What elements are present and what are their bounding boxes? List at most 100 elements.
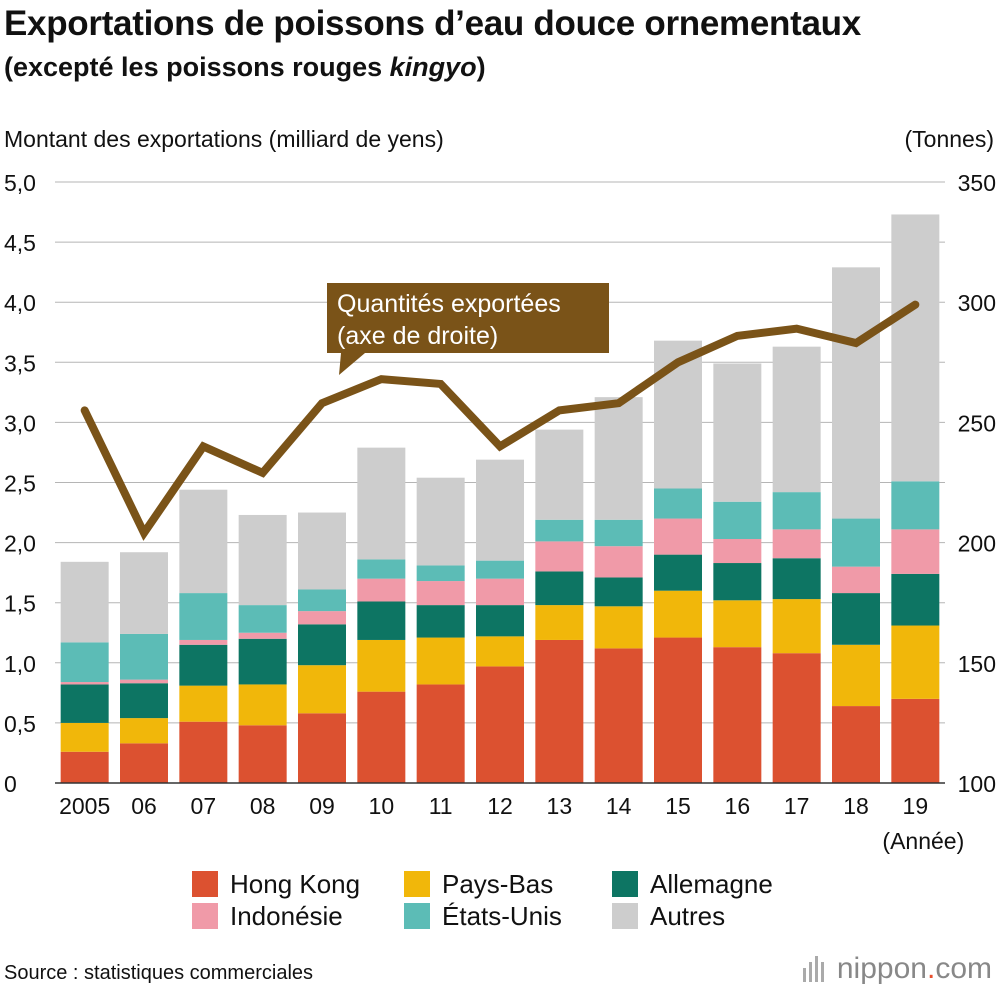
bar-segment-pays-bas xyxy=(120,718,168,744)
y-right-tick-label: 300 xyxy=(958,290,996,316)
legend-swatch-autres xyxy=(612,903,638,929)
bar-segment-hong-kong xyxy=(357,691,406,783)
x-tick-label: 08 xyxy=(250,793,276,819)
bar-segment-indon-sie xyxy=(298,611,346,625)
bar-segment-indon-sie xyxy=(832,566,880,594)
legend-label-pays-bas: Pays-Bas xyxy=(442,868,554,899)
y-left-tick-label: 3,0 xyxy=(4,410,36,436)
legend-item-indonesie: Indonésie xyxy=(192,900,343,932)
x-tick-label: 16 xyxy=(725,793,751,819)
bar-segment-pays-bas xyxy=(594,606,643,649)
bar-segment--tats-unis xyxy=(535,519,584,542)
bar-segment-autres xyxy=(357,447,406,560)
y-right-tick-label: 200 xyxy=(958,531,996,557)
bar-segment-indon-sie xyxy=(60,682,109,685)
legend-swatch-hong-kong xyxy=(192,871,218,897)
bar-segment-hong-kong xyxy=(238,725,287,783)
bar-segment--tats-unis xyxy=(891,481,940,530)
bar-segment-autres xyxy=(594,397,643,520)
y-left-tick-label: 2,5 xyxy=(4,471,36,497)
bar-segment-autres xyxy=(238,514,287,606)
bar-segment-allemagne xyxy=(60,684,109,723)
bar-segment-pays-bas xyxy=(535,605,584,640)
bar-segment-hong-kong xyxy=(476,666,524,783)
bar-segment-indon-sie xyxy=(535,541,584,572)
y-left-tick-label: 5,0 xyxy=(4,170,36,196)
bar-segment-allemagne xyxy=(476,605,524,637)
bar-segment-pays-bas xyxy=(832,644,880,707)
legend-label-hong-kong: Hong Kong xyxy=(230,868,361,899)
legend-swatch-indonesie xyxy=(192,903,218,929)
x-tick-label: 10 xyxy=(369,793,395,819)
bar-segment-hong-kong xyxy=(535,639,584,783)
legend-label-indonesie: Indonésie xyxy=(230,900,343,931)
legend-swatch-etats-unis xyxy=(404,903,430,929)
bar-segment-autres xyxy=(298,512,346,590)
bar-segment-indon-sie xyxy=(120,679,168,684)
bar-segment-indon-sie xyxy=(713,538,762,564)
bar-segment--tats-unis xyxy=(238,605,287,633)
bar-segment-pays-bas xyxy=(179,685,228,722)
bar-segment-hong-kong xyxy=(654,637,702,783)
bar-segment--tats-unis xyxy=(357,559,406,579)
bar-segment-autres xyxy=(179,489,228,594)
x-tick-label: 07 xyxy=(191,793,217,819)
brand-bars-icon xyxy=(802,956,827,982)
bar-segment--tats-unis xyxy=(120,633,168,680)
bar-segment-autres xyxy=(535,429,584,520)
subtitle-end: ) xyxy=(476,52,486,82)
annotation-text: (axe de droite) xyxy=(337,322,498,350)
bar-segment--tats-unis xyxy=(298,589,346,612)
bar-segment-hong-kong xyxy=(416,684,465,783)
bar-segment-allemagne xyxy=(713,563,762,601)
bar-segment-hong-kong xyxy=(60,751,109,783)
bar-segment-autres xyxy=(832,267,880,519)
brand-dot: . xyxy=(926,952,936,985)
bar-segment-autres xyxy=(891,214,940,482)
y-left-tick-label: 3,5 xyxy=(4,350,36,376)
y-left-tick-label: 4,0 xyxy=(4,290,36,316)
bar-segment-pays-bas xyxy=(298,665,346,714)
bar-segment-indon-sie xyxy=(654,518,702,555)
bar-segment-autres xyxy=(476,459,524,561)
bar-segment-hong-kong xyxy=(713,647,762,783)
bar-segment-autres xyxy=(713,363,762,502)
y-left-tick-label: 0 xyxy=(4,771,17,797)
x-tick-label: 11 xyxy=(429,793,453,819)
y-axis-left-label: Montant des exportations (milliard de ye… xyxy=(4,126,444,152)
bar-segment-pays-bas xyxy=(60,722,109,752)
bar-segment-indon-sie xyxy=(357,578,406,602)
y-right-tick-label: 100 xyxy=(958,771,996,797)
bar-segment--tats-unis xyxy=(654,488,702,519)
annotation-text: Quantités exportées xyxy=(337,290,561,318)
stacked-bar-line-chart: 0 0,5 1,0 1,5 2,0 2,5 3,0 3,5 4,0 4,5 5,0 100 150 200… xyxy=(4,170,996,854)
bar-segment-pays-bas xyxy=(713,600,762,648)
chart-subtitle: (excepté les poissons rouges kingyo) xyxy=(4,52,486,83)
legend-item-autres: Autres xyxy=(612,900,725,932)
bar-segment-allemagne xyxy=(298,624,346,666)
brand-name: nippon xyxy=(836,952,927,985)
x-tick-label: 09 xyxy=(309,793,335,819)
bar-segment-allemagne xyxy=(179,644,228,686)
bar-segment-allemagne xyxy=(120,683,168,719)
bar-segment-hong-kong xyxy=(179,721,228,783)
x-tick-label: 19 xyxy=(903,793,929,819)
chart-title: Exportations de poissons d’eau douce orn… xyxy=(4,4,861,43)
legend-label-autres: Autres xyxy=(650,900,726,931)
bar-segment-allemagne xyxy=(238,638,287,685)
bar-segment-indon-sie xyxy=(179,639,228,645)
bar-segment--tats-unis xyxy=(179,593,228,640)
bar-segment-allemagne xyxy=(594,577,643,607)
bar-segment-indon-sie xyxy=(891,529,940,574)
y-right-tick-label: 150 xyxy=(958,651,996,677)
bar-segment-hong-kong xyxy=(772,653,821,783)
bar-segment-indon-sie xyxy=(416,581,465,606)
subtitle-main: (excepté les poissons rouges xyxy=(4,52,390,82)
bar-segment-allemagne xyxy=(535,571,584,606)
x-tick-label: 14 xyxy=(606,793,632,819)
bar-segment--tats-unis xyxy=(772,492,821,530)
bar-segment-allemagne xyxy=(832,593,880,645)
bar-segment-pays-bas xyxy=(772,599,821,654)
bar-segment--tats-unis xyxy=(594,519,643,547)
bar-segment-pays-bas xyxy=(654,590,702,638)
